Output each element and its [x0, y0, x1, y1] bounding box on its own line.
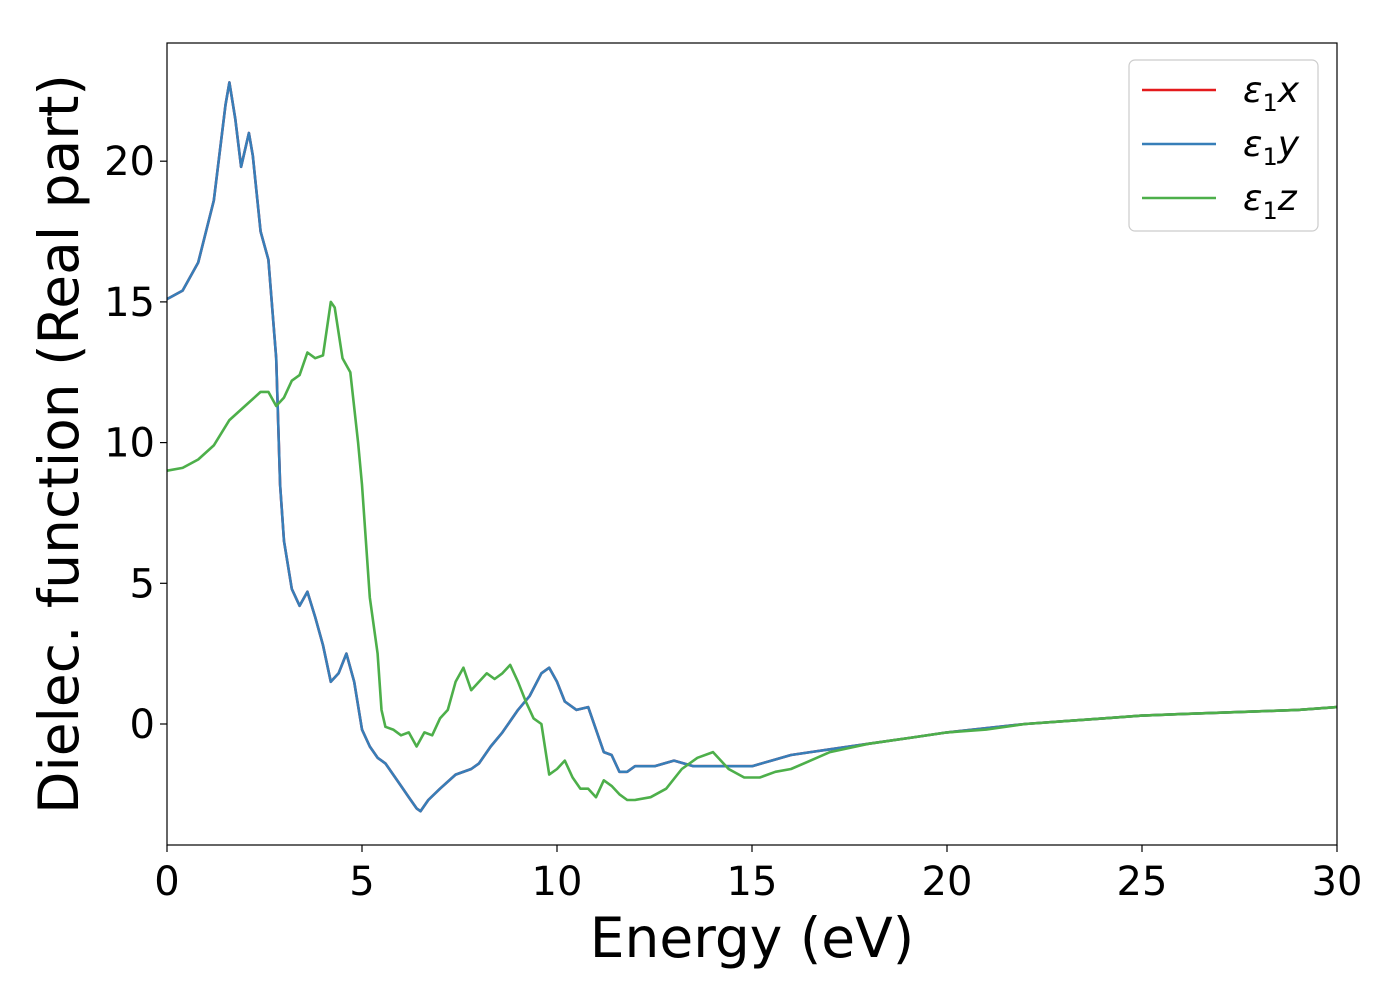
x-tick-label: 20: [922, 859, 973, 905]
y-tick-label: 15: [104, 280, 155, 326]
series-line-z: [166, 300, 1338, 802]
x-tick-label: 5: [349, 859, 374, 905]
legend-label-y: ε1y: [1243, 124, 1300, 171]
x-axis-ticks: 0 5 10 15 20 25 30: [154, 845, 1362, 905]
legend-label-x: ε1x: [1243, 70, 1300, 117]
legend-label-z: ε1z: [1243, 178, 1298, 225]
legend: ε1x ε1y ε1z: [1128, 59, 1319, 232]
x-axis-label: Energy (eV): [590, 906, 914, 970]
y-tick-label: 20: [104, 139, 155, 185]
x-tick-label: 15: [727, 859, 778, 905]
series-line-y: [166, 81, 1338, 813]
x-tick-label: 25: [1117, 859, 1168, 905]
y-tick-label: 10: [104, 421, 155, 467]
x-tick-label: 30: [1312, 859, 1363, 905]
y-tick-label: 0: [130, 702, 155, 748]
x-tick-label: 0: [154, 859, 179, 905]
x-tick-label: 10: [532, 859, 583, 905]
y-axis-ticks: 0 5 10 15 20: [104, 139, 167, 748]
y-tick-label: 5: [130, 561, 155, 607]
y-axis-label: Dielec. function (Real part): [27, 74, 91, 814]
series-layer: [166, 81, 1338, 813]
legend-box: [1128, 59, 1319, 232]
